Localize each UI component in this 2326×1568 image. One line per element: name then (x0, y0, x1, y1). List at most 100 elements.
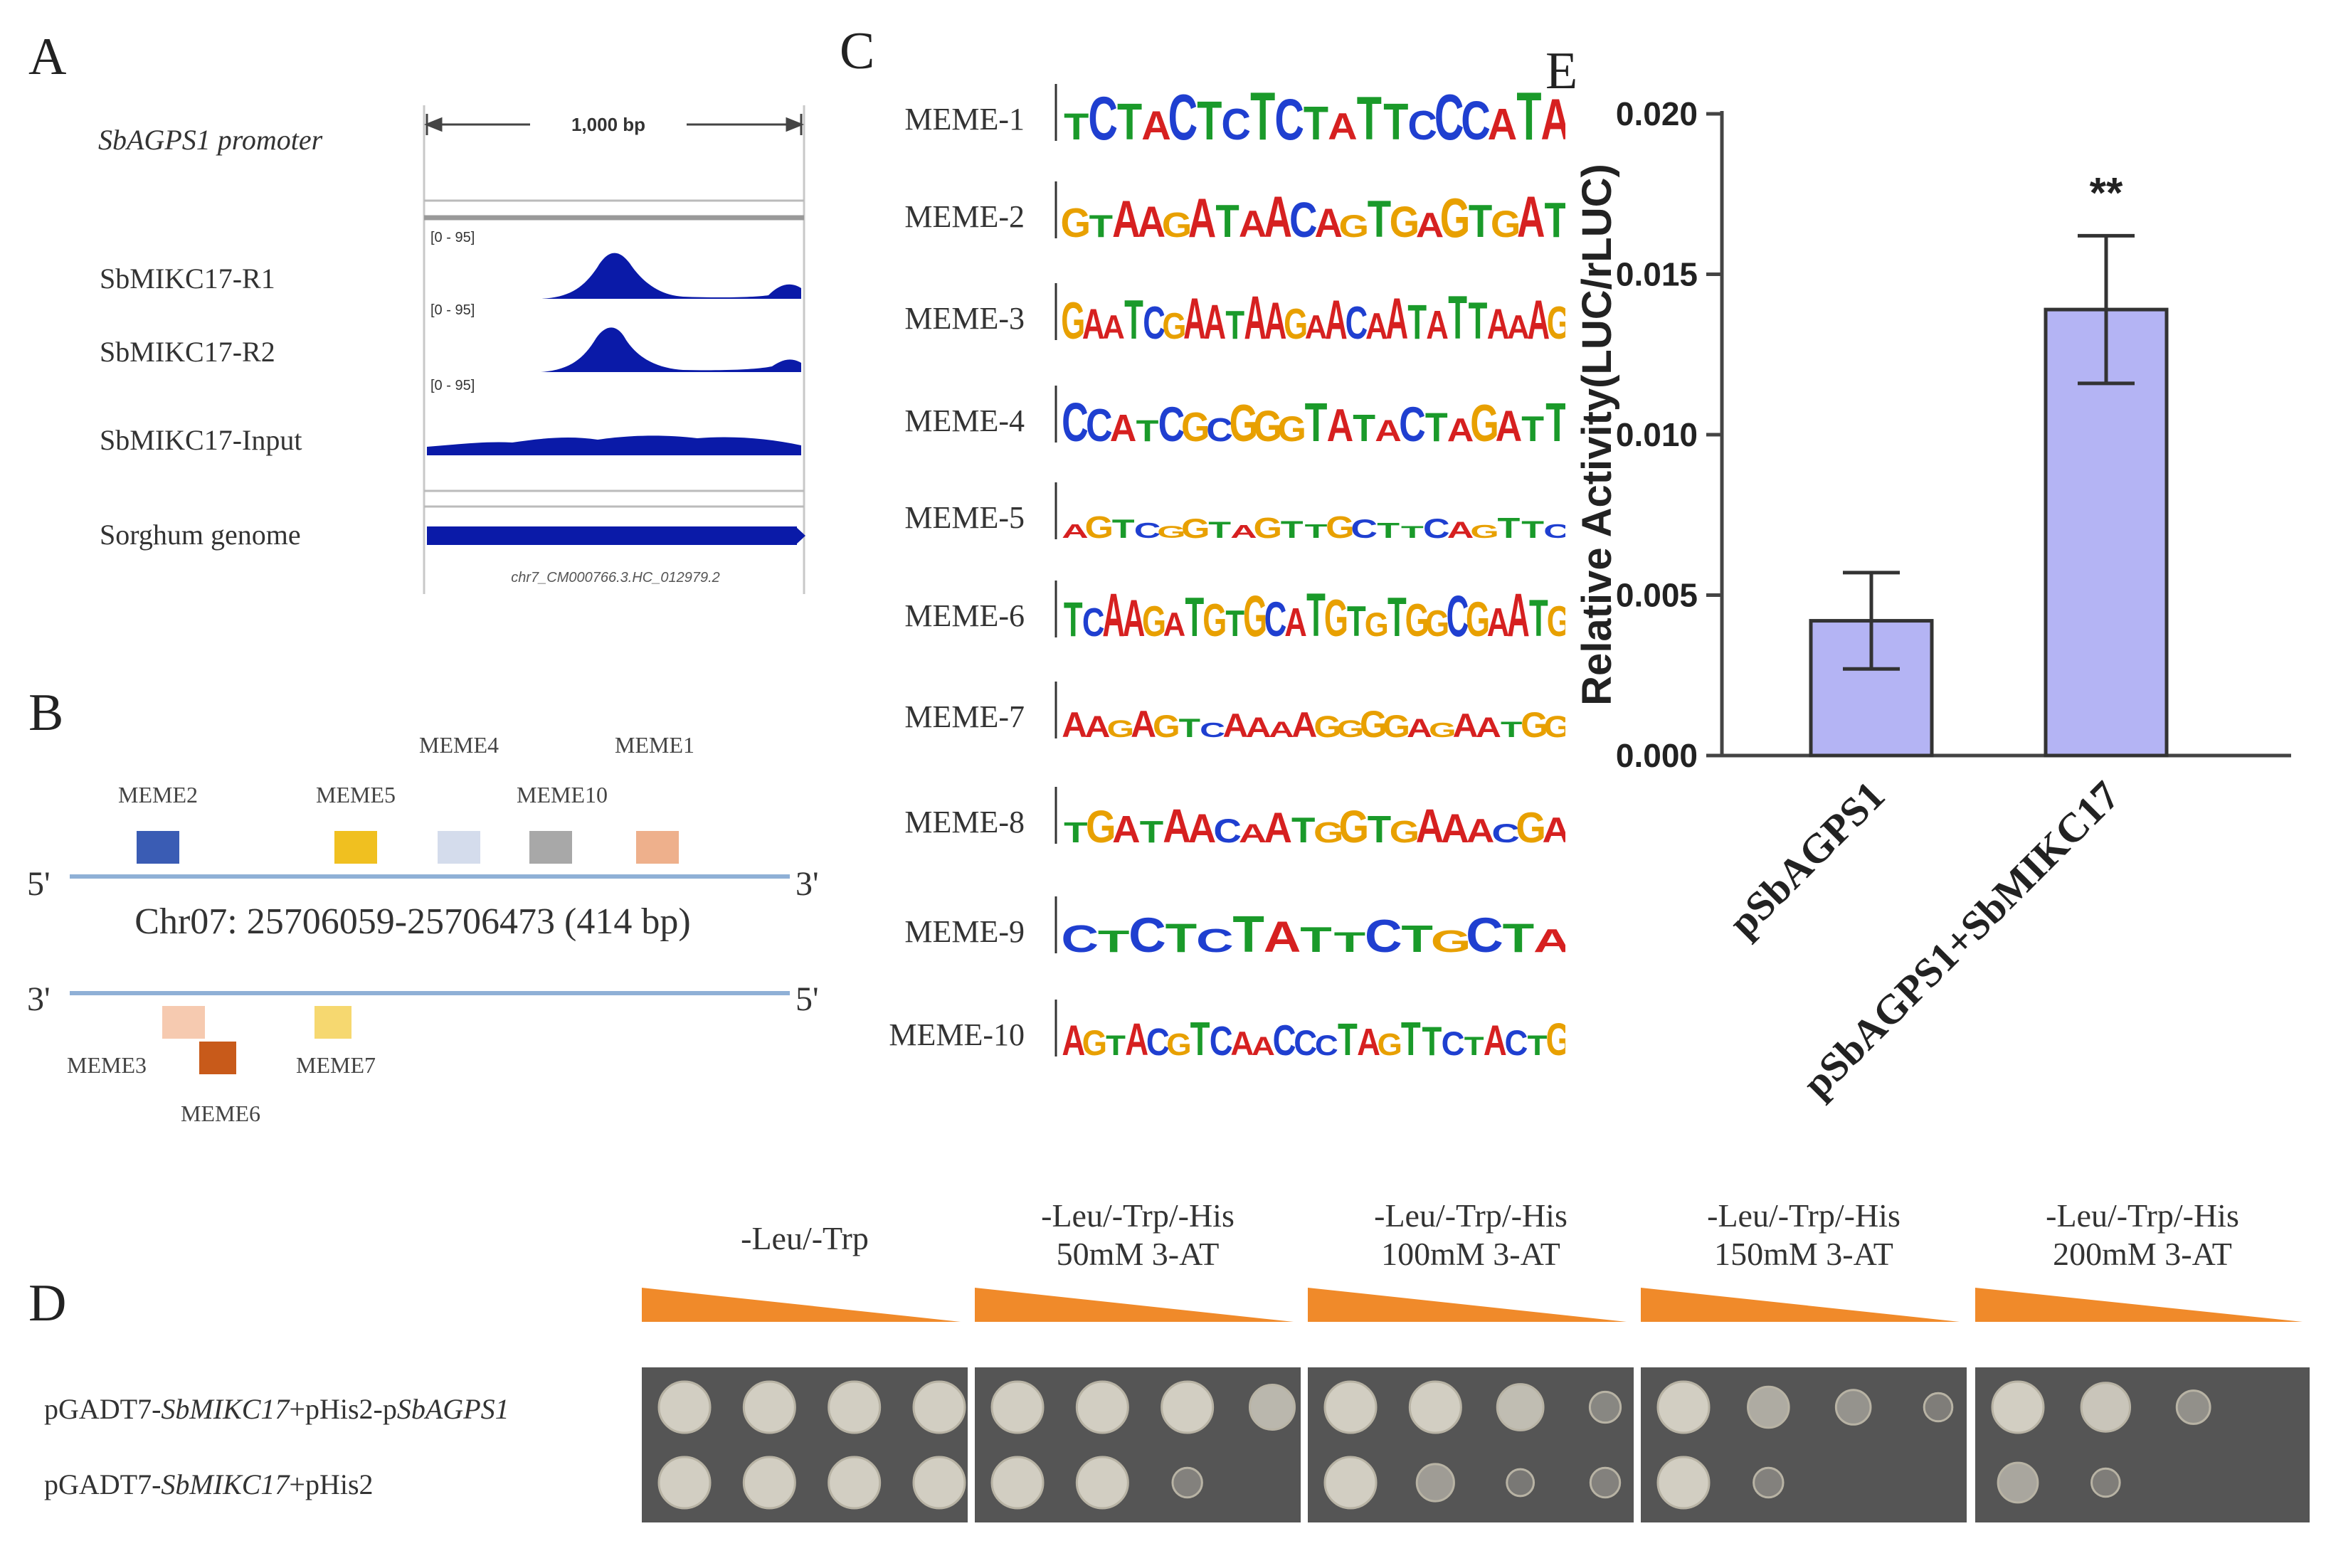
logo-letter: A (1264, 804, 1291, 852)
significance-label: ** (2090, 169, 2123, 216)
motif-label-meme-10: MEME-10 (889, 1017, 1025, 1052)
logo-letter: T (1136, 415, 1159, 448)
logo-letter: A (1188, 805, 1216, 851)
logo-letter: C (1294, 1024, 1317, 1064)
logo-letter: A (1305, 308, 1328, 346)
track-label-r2: SbMIKC17-R2 (100, 336, 275, 368)
motif-box-meme6 (199, 1042, 236, 1074)
motif-box-meme2 (137, 831, 179, 864)
logo-letter: T (1407, 295, 1427, 349)
logo-letter: A (1141, 103, 1171, 149)
condition-sublabel-3: 100mM 3-AT (1381, 1236, 1560, 1272)
track-label-genome: Sorghum genome (100, 519, 301, 551)
logo-letter: G (1181, 512, 1210, 544)
logo-letter: G (1162, 206, 1193, 245)
logo-letter: C (1350, 514, 1378, 544)
logo-letter: C (1082, 600, 1105, 645)
logo-letter: T (1383, 93, 1408, 151)
logo-letter: A (1447, 412, 1474, 449)
logo-letter: A (1239, 819, 1267, 848)
yeast-colony (1656, 1456, 1711, 1510)
yeast-colony (1161, 1380, 1215, 1434)
coverage-track-r2 (427, 327, 801, 372)
logo-letter: T (1089, 208, 1114, 244)
scale-ruler (423, 114, 805, 135)
panel-c-sequence-logos: MEME-1TCTACTCTCTATTCCCATAMEME-2GTAAGATAA… (889, 78, 1565, 1066)
condition-label-4: -Leu/-Trp/-His (1707, 1197, 1901, 1234)
motif-label-meme10: MEME10 (517, 782, 608, 807)
motif-box-meme7 (314, 1006, 351, 1039)
logo-letter: A (1315, 200, 1343, 245)
logo-letter: G (1339, 208, 1370, 244)
logo-letter: G (1324, 588, 1348, 647)
yeast-colony (1075, 1380, 1129, 1434)
logo-letter: T (1448, 283, 1467, 352)
logo-letter: C (1447, 583, 1469, 648)
logo-letter: T (1304, 97, 1328, 150)
logo-letter: T (1469, 291, 1488, 350)
logo-letter: C (1491, 819, 1519, 848)
logo-letter: G (1521, 705, 1548, 745)
motif-label-meme-3: MEME-3 (904, 301, 1025, 336)
logo-letter: T (1464, 1031, 1484, 1061)
condition-label-2: -Leu/-Trp/-His (1041, 1197, 1235, 1234)
yeast-colony (1834, 1389, 1872, 1426)
logo-letter: A (1484, 1017, 1507, 1065)
logo-letter: G (1277, 409, 1306, 449)
track-range-input: [0 - 95] (430, 378, 475, 393)
logo-letter: G (1405, 594, 1429, 646)
logo-letter: C (1365, 911, 1402, 962)
logo-letter: A (1507, 308, 1530, 346)
logo-letter: A (1085, 710, 1111, 744)
condition-sublabel-2: 50mM 3-AT (1057, 1236, 1220, 1272)
logo-letter: A (1222, 707, 1248, 745)
motif-label-meme-5: MEME-5 (904, 500, 1025, 535)
motif-label-meme6: MEME6 (181, 1101, 260, 1126)
logo-letter: G (1425, 604, 1449, 645)
scale-label: 1,000 bp (571, 114, 645, 135)
logo-letter: T (1401, 522, 1424, 541)
y-tick-label: 0.020 (1616, 95, 1698, 132)
logo-letter: G (1166, 1028, 1191, 1062)
logo-letter: G (1516, 804, 1546, 852)
logo-letter: A (1246, 711, 1272, 743)
logo-letter: G (1339, 801, 1370, 852)
logo-letter: T (1334, 927, 1366, 958)
yeast-colony (1408, 1380, 1462, 1434)
motif-label-meme-7: MEME-7 (904, 699, 1025, 734)
logo-letter: A (1102, 581, 1125, 650)
yeast-colony (1747, 1385, 1790, 1429)
logo-letter: G (1470, 396, 1499, 453)
logo-letter: A (1496, 402, 1523, 451)
logo-letter: G (1440, 188, 1471, 250)
logo-letter: A (1527, 290, 1550, 351)
logo-letter: G (1429, 719, 1457, 742)
logo-letter: A (1239, 203, 1267, 245)
logo-letter: A (1416, 800, 1444, 853)
region-label: Chr07: 25706059-25706473 (414 bp) (134, 901, 690, 942)
logo-letter: C (1134, 519, 1161, 543)
motif-label-meme-1: MEME-1 (904, 102, 1025, 137)
yeast-colony (828, 1380, 882, 1434)
logo-letter: A (1264, 291, 1287, 350)
condition-sublabel-5: 200mM 3-AT (2053, 1236, 2232, 1272)
panel-d-yeast-one-hybrid: pGADT7-SbMIKC17+pHis2-pSbAGPS1 pGADT7-SbM… (44, 1197, 2310, 1522)
logo-letter: A (1188, 188, 1216, 250)
logo-letter: A (1112, 808, 1140, 850)
gene-model-end (795, 526, 805, 545)
yeast-colony (1656, 1380, 1711, 1434)
logo-letter: T (1401, 917, 1433, 960)
logo-letter: T (1521, 409, 1544, 449)
logo-letter: G (1466, 593, 1490, 647)
logo-letter: T (1064, 817, 1087, 849)
logo-letter: T (1185, 587, 1205, 648)
logo-letter: A (1327, 399, 1354, 451)
logo-letter: G (1061, 291, 1085, 350)
motif-label-meme3: MEME3 (67, 1052, 147, 1078)
condition-label-3: -Leu/-Trp/-His (1374, 1197, 1568, 1234)
logo-letter: A (1542, 810, 1565, 851)
panel-label-a: A (28, 28, 67, 86)
logo-letter: G (1157, 522, 1186, 541)
logo-letter: A (1082, 300, 1105, 349)
logo-letter: T (1387, 587, 1407, 648)
